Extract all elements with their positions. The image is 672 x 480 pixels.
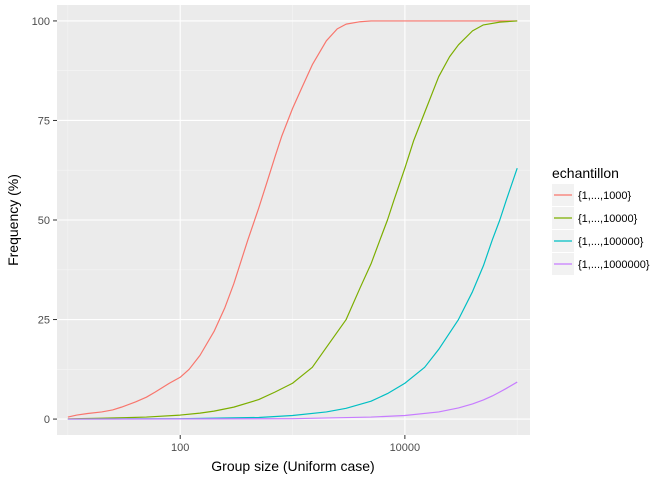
series-line-2 bbox=[67, 20, 518, 420]
x-tick-label: 10000 bbox=[390, 442, 421, 454]
legend-label-1: {1,...,1000} bbox=[578, 190, 632, 202]
y-tick-label: 50 bbox=[38, 215, 50, 227]
series-line-4 bbox=[67, 381, 518, 420]
legend: echantillon {1,...,1000} {1,...,10000} {1,… bbox=[552, 165, 650, 275]
y-axis: 0 25 50 75 100 bbox=[32, 16, 57, 426]
y-axis-title: Frequency (%) bbox=[5, 174, 21, 266]
series-line-1 bbox=[67, 20, 518, 418]
y-tick-label: 75 bbox=[38, 115, 50, 127]
x-axis: 100 10000 bbox=[171, 435, 420, 454]
x-tick-label: 100 bbox=[171, 442, 189, 454]
legend-label-4: {1,...,1000000} bbox=[578, 259, 650, 271]
legend-label-2: {1,...,10000} bbox=[578, 213, 638, 225]
series-lines bbox=[67, 20, 518, 420]
legend-title: echantillon bbox=[552, 165, 619, 181]
y-tick-label: 25 bbox=[38, 315, 50, 327]
x-axis-title: Group size (Uniform case) bbox=[211, 458, 374, 474]
series-line-3 bbox=[67, 168, 518, 420]
y-tick-label: 100 bbox=[32, 16, 50, 28]
y-tick-label: 0 bbox=[44, 414, 50, 426]
legend-label-3: {1,...,100000} bbox=[578, 236, 644, 248]
